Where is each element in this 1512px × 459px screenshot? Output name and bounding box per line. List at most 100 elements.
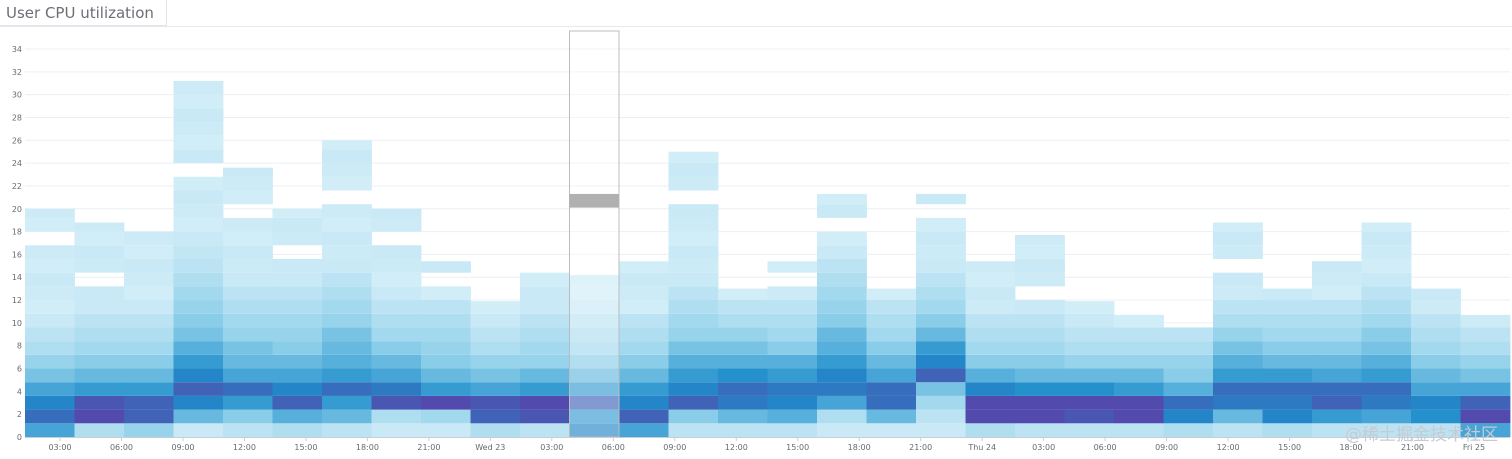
heatmap-cell — [718, 300, 768, 314]
heatmap-cell — [916, 341, 966, 355]
heatmap-cell — [1015, 235, 1065, 246]
heatmap-cell — [421, 286, 471, 301]
heatmap-cell — [569, 327, 620, 342]
heatmap-cell — [1460, 314, 1511, 328]
heatmap-cell — [1460, 423, 1511, 437]
y-tick-label: 26 — [12, 136, 22, 145]
heatmap-cell — [1213, 409, 1263, 424]
heatmap-cell — [1114, 327, 1164, 342]
heatmap-cell — [1460, 409, 1511, 424]
x-tick-label: 03:00 — [1032, 443, 1055, 452]
heatmap-cell — [1460, 354, 1511, 369]
heatmap-cell — [1262, 327, 1313, 342]
heatmap-cell — [1114, 341, 1164, 355]
heatmap-cell — [1213, 423, 1263, 437]
heatmap-cell — [272, 382, 323, 396]
heatmap-cell — [74, 327, 125, 342]
heatmap-cell — [916, 193, 966, 205]
heatmap-cell — [817, 193, 867, 205]
heatmap-cell — [74, 341, 125, 355]
heatmap-cell — [1064, 327, 1115, 342]
heatmap-cell — [223, 176, 273, 191]
heatmap-cell — [74, 300, 125, 314]
heatmap-cell — [1361, 313, 1412, 328]
heatmap-cell — [866, 368, 917, 383]
heatmap-cell — [1312, 272, 1362, 287]
x-tick-label: 12:00 — [233, 443, 256, 452]
heatmap-cell — [1361, 341, 1412, 355]
heatmap-cell — [817, 300, 867, 314]
heatmap-cell — [1213, 245, 1263, 259]
heatmap-cell — [173, 286, 224, 301]
heatmap-cell — [322, 149, 372, 164]
heatmap-cell — [1213, 395, 1263, 410]
heatmap-cell — [1262, 423, 1313, 437]
heatmap-cell — [916, 327, 966, 342]
x-tick-label: 06:00 — [110, 443, 133, 452]
heatmap-cell — [965, 300, 1016, 314]
heatmap-cell — [173, 80, 224, 95]
heatmap-cell — [25, 368, 75, 383]
heatmap-cell — [1361, 382, 1412, 396]
x-tick-label: 09:00 — [171, 443, 194, 452]
heatmap-cell — [1015, 395, 1065, 410]
heatmap-cell — [223, 341, 273, 355]
heatmap-cell — [916, 382, 966, 396]
heatmap-cell — [1411, 341, 1461, 355]
heatmap-cell — [173, 108, 224, 123]
heatmap-cell — [322, 272, 372, 287]
heatmap-cell — [1460, 341, 1511, 355]
heatmap-cell — [1114, 409, 1164, 424]
heatmap-cell — [668, 313, 719, 328]
heatmap-cell — [1361, 300, 1412, 314]
heatmap-cell — [1163, 395, 1214, 410]
heatmap-cell — [1015, 258, 1065, 273]
heatmap-cell — [1411, 368, 1461, 383]
heatmap-cell — [173, 135, 224, 150]
heatmap-cell — [272, 258, 323, 273]
heatmap-cell — [668, 300, 719, 314]
heatmap-cell — [569, 382, 620, 396]
y-tick-label: 0 — [17, 433, 22, 442]
heatmap-cell — [619, 409, 669, 424]
heatmap-cell — [272, 327, 323, 342]
heatmap-cell — [1213, 231, 1263, 246]
y-tick-label: 16 — [12, 250, 22, 259]
y-tick-label: 24 — [12, 159, 22, 168]
heatmap-cell — [322, 354, 372, 369]
heatmap-cell — [173, 217, 224, 232]
heatmap-cell — [25, 327, 75, 342]
heatmap-cell — [1015, 300, 1065, 314]
heatmap-cell — [25, 245, 75, 259]
x-axis: 03:00 06:00 09:00 12:00 15:00 18:00 21:00 Wed 2… — [25, 437, 1510, 452]
heatmap-cell — [1262, 313, 1313, 328]
heatmap-cell — [470, 313, 521, 328]
x-tick-label: 06:00 — [1094, 443, 1117, 452]
heatmap-cell — [619, 341, 669, 355]
x-tick-label: Fri 25 — [1463, 443, 1485, 452]
heatmap-cell — [124, 300, 174, 314]
heatmap-cell — [1064, 423, 1115, 437]
heatmap-cell — [718, 313, 768, 328]
heatmap-cell — [124, 354, 174, 369]
heatmap-cell — [619, 354, 669, 369]
heatmap-cell — [1163, 423, 1214, 437]
heatmap-cell — [520, 354, 570, 369]
heatmap-cell — [421, 354, 471, 369]
heatmap-cell — [1262, 368, 1313, 383]
heatmap-cell — [965, 341, 1016, 355]
heatmap-cell — [668, 272, 719, 287]
heatmap-cell — [421, 395, 471, 410]
heatmap-cell — [916, 258, 966, 273]
heatmap-cell — [322, 395, 372, 410]
x-tick-label: 18:00 — [356, 443, 379, 452]
heatmap-cell — [668, 258, 719, 273]
heatmap-cell — [1361, 258, 1412, 273]
heatmap-cell — [619, 286, 669, 301]
heatmap-cell — [272, 354, 323, 369]
heatmap-cell — [25, 208, 75, 218]
heatmap-cell — [1361, 222, 1412, 232]
y-tick-label: 30 — [12, 91, 22, 100]
heatmap-cell — [322, 327, 372, 342]
